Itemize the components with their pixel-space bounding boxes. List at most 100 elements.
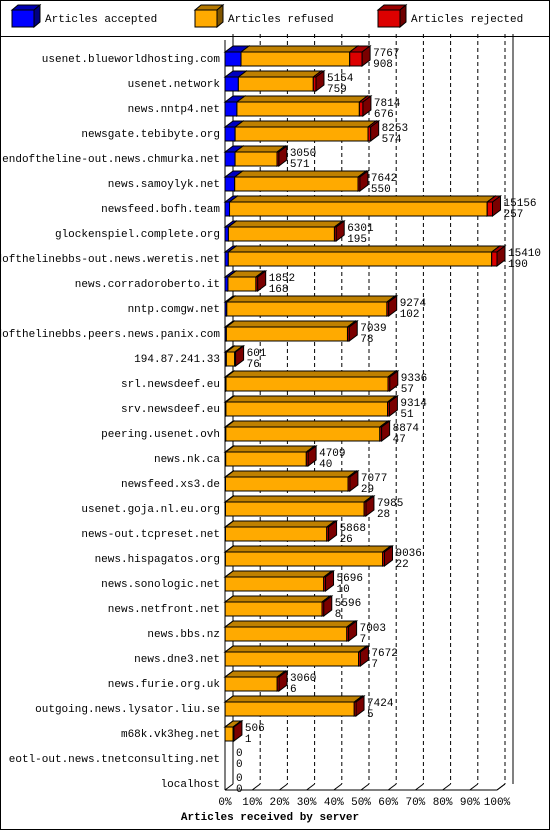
y-tick-label: news.netfront.net: [108, 604, 220, 616]
bar: [224, 551, 384, 567]
bar-side: [359, 645, 369, 667]
bar: [236, 101, 360, 117]
legend-label: Articles refused: [228, 14, 334, 26]
accepted-label: 7: [360, 634, 367, 646]
bar-side: [362, 95, 372, 117]
accepted-label: 257: [504, 209, 524, 221]
accepted-label: 676: [374, 109, 394, 121]
bar-side: [355, 695, 365, 717]
bar-top: [233, 120, 378, 128]
bar: [224, 676, 278, 692]
accepted-label: 57: [401, 384, 414, 396]
x-tick: [251, 783, 261, 791]
y-tick-label: news.hispagatos.org: [95, 554, 220, 566]
y-tick-label: eotl-out.news.tnetconsulting.net: [9, 754, 220, 766]
bar: [224, 601, 323, 617]
x-tick-label: 100%: [484, 797, 511, 809]
y-tick-label: newsfeed.bofh.team: [101, 204, 220, 216]
y-tick-label: usenet.blueworldhosting.com: [42, 54, 221, 66]
y-tick-label: localhost: [161, 779, 220, 791]
total-label: 8253: [382, 123, 408, 135]
bar: [229, 201, 488, 217]
x-axis-title: Articles received by server: [181, 812, 359, 824]
bar: [224, 251, 229, 267]
bar-side: [328, 520, 338, 542]
x-tick: [469, 783, 479, 791]
y-tick-label: news.dne3.net: [134, 654, 220, 666]
accepted-label: 1: [245, 734, 252, 746]
y-tick-label: news.nk.ca: [154, 454, 220, 466]
accepted-label: 10: [337, 584, 350, 596]
total-label: 7672: [371, 648, 397, 660]
bar-top: [228, 195, 497, 203]
bar: [226, 301, 388, 317]
legend-label: Articles accepted: [45, 14, 157, 26]
accepted-label: 0: [236, 759, 243, 771]
legend-label: Articles rejected: [411, 14, 523, 26]
x-tick-label: 30%: [297, 797, 317, 809]
y-tick-label: news.nntp4.net: [128, 104, 220, 116]
bar: [240, 51, 351, 67]
total-label: 7767: [373, 48, 399, 60]
bar-top: [226, 220, 344, 228]
bar-top: [224, 420, 390, 428]
bar-side: [323, 595, 333, 617]
x-tick: [360, 783, 370, 791]
bar: [227, 276, 257, 292]
bar-side: [361, 45, 371, 67]
bar-side: [348, 320, 358, 342]
bar-side: [383, 545, 393, 567]
bar: [224, 701, 355, 717]
bar: [349, 51, 363, 67]
total-label: 5596: [335, 598, 361, 610]
accepted-label: 195: [347, 234, 367, 246]
bar-top: [224, 470, 358, 478]
total-label: 0: [236, 748, 243, 760]
total-label: 15410: [508, 248, 541, 260]
bar-top: [223, 595, 332, 603]
total-label: 7039: [360, 323, 386, 335]
accepted-label: 76: [247, 359, 260, 371]
bar-top: [224, 370, 398, 378]
total-label: 5868: [340, 523, 366, 535]
accepted-label: 5: [367, 709, 374, 721]
bar-side: [388, 395, 398, 417]
y-tick-label: endofthelinebbs.peers.news.panix.com: [0, 329, 220, 341]
x-tick: [415, 783, 424, 791]
accepted-label: 759: [327, 84, 347, 96]
bar: [237, 76, 314, 92]
y-tick-label: endofthelinebbs-out.news.weretis.net: [0, 254, 220, 266]
bar-side: [348, 620, 358, 642]
total-label: 7814: [374, 98, 401, 110]
accepted-label: 8: [335, 609, 342, 621]
total-label: 0: [236, 773, 243, 785]
bar-side: [278, 145, 288, 167]
y-tick-label: news.sonologic.net: [101, 579, 220, 591]
bar: [227, 226, 335, 242]
bar: [225, 426, 381, 442]
bar-side: [365, 495, 375, 517]
bar: [224, 626, 348, 642]
bar-side: [492, 195, 502, 217]
total-label: 15156: [504, 198, 537, 210]
x-tick-label: 0%: [218, 797, 232, 809]
accepted-label: 571: [290, 159, 310, 171]
accepted-label: 78: [360, 334, 373, 346]
y-tick-label: nntp.comgw.net: [128, 304, 220, 316]
bar-side: [349, 470, 359, 492]
total-label: 9274: [400, 298, 427, 310]
x-tick-label: 90%: [460, 797, 480, 809]
bar-top: [223, 645, 369, 653]
y-tick-label: newsfeed.xs3.de: [121, 479, 220, 491]
bar: [224, 501, 365, 517]
legend-swatch: [194, 9, 218, 28]
bar-top: [223, 670, 287, 678]
bar-side: [235, 345, 245, 367]
total-label: 6301: [347, 223, 374, 235]
bar: [225, 326, 348, 342]
bar: [234, 176, 359, 192]
bar-side: [325, 570, 335, 592]
bar-top: [223, 570, 334, 578]
y-tick-label: news.samoylyk.net: [108, 179, 220, 191]
